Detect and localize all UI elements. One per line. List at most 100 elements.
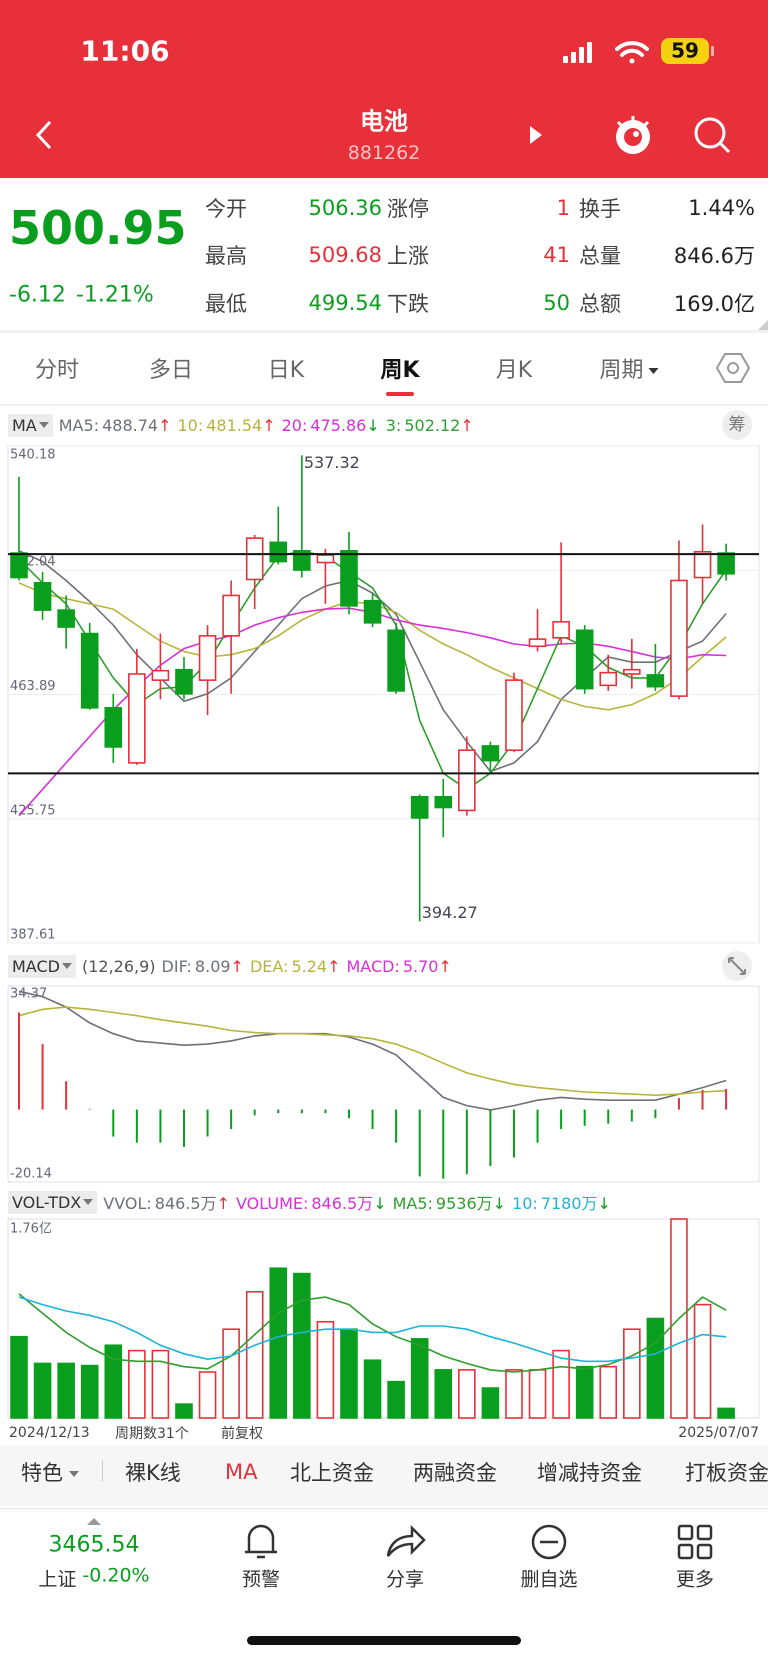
settings-hexagon[interactable]	[715, 353, 751, 383]
indicator-tab[interactable]: 增减持资金	[537, 1461, 642, 1485]
dropdown-arrow	[69, 1471, 79, 1477]
legend: MACD (12,26,9) DIF: 8.09↑ DEA: 5.24↑ MACD: 5.70…	[8, 952, 452, 980]
candle-body	[387, 629, 405, 692]
stat-label: 总量	[579, 244, 621, 268]
indicator-selector[interactable]: VOL-TDX	[8, 1190, 98, 1214]
legend-entry: 10: 7180万↓	[512, 1190, 611, 1214]
y-tick-label: 1.76亿	[10, 1222, 52, 1237]
candle-body	[340, 550, 358, 607]
expand-index[interactable]	[87, 1518, 101, 1525]
legend-name: 3:	[385, 415, 402, 435]
legend-value: 475.86	[310, 415, 367, 435]
indicator-tab[interactable]: 两融资金	[413, 1461, 497, 1485]
action-label[interactable]: 预警	[241, 1568, 281, 1591]
index-name: 上证	[38, 1568, 77, 1591]
macd-bar	[418, 1109, 421, 1177]
indicator-tab[interactable]: 打板资金	[685, 1461, 768, 1485]
volume-bar	[363, 1359, 382, 1419]
candle-body	[623, 668, 641, 675]
back-button[interactable]	[35, 120, 52, 150]
macd-bar	[230, 1109, 233, 1129]
legend-name: MACD:	[346, 956, 400, 976]
indicator-strip	[0, 1446, 768, 1506]
legend-entry: MA5: 488.74↑	[59, 416, 172, 435]
legend-value: 481.54	[206, 415, 263, 435]
legend-trend: ↑	[460, 415, 474, 435]
legend-name: MA5:	[58, 415, 100, 435]
price-change: -6.12 -1.21%	[9, 283, 154, 308]
remove-icon[interactable]	[531, 1524, 567, 1560]
macd-bar	[253, 1109, 256, 1116]
stat-value: 41	[543, 243, 570, 267]
macd-bar	[159, 1109, 162, 1143]
period-tab[interactable]: 分时	[34, 358, 80, 383]
candle-body	[104, 707, 123, 748]
macd-bar	[654, 1109, 657, 1119]
period-tab[interactable]: 日K	[267, 358, 305, 383]
candle-body	[33, 581, 52, 611]
volume-bar	[646, 1317, 665, 1419]
indicator-tab[interactable]: MA	[225, 1460, 258, 1484]
indicator-tab[interactable]: 裸K线	[125, 1461, 181, 1485]
indicator-line	[18, 1296, 727, 1363]
candle-body	[316, 554, 335, 564]
volume-bar	[387, 1380, 405, 1419]
indicator-selector[interactable]: MACD	[8, 954, 76, 978]
macd-bar	[347, 1109, 350, 1119]
action-label[interactable]: 更多	[675, 1568, 715, 1591]
volume-bar	[57, 1362, 75, 1419]
volume-bar	[458, 1369, 476, 1419]
period-tab[interactable]: 月K	[495, 358, 533, 383]
period-tab[interactable]: 周期	[599, 352, 659, 384]
stat-label: 上涨	[387, 244, 429, 268]
macd-bar	[88, 1108, 91, 1110]
candle-body	[245, 537, 264, 581]
legend-entry: 3: 502.12↑	[386, 416, 474, 435]
chip-button[interactable]: 筹	[722, 410, 752, 440]
legend-entry: VVOL: 846.5万↑	[103, 1190, 230, 1214]
macd-bar	[442, 1109, 445, 1179]
candle-body	[293, 550, 311, 571]
macd-bar	[277, 1109, 280, 1114]
legend-entry: VOLUME: 846.5万↓	[236, 1190, 387, 1214]
period-tab[interactable]: 多日	[148, 358, 194, 383]
candle-body	[80, 632, 99, 709]
search-button[interactable]	[694, 117, 731, 154]
stat-value: 509.68	[308, 243, 382, 267]
alert-icon[interactable]	[245, 1524, 277, 1559]
legend-entry: MA5: 9536万↓	[393, 1190, 506, 1214]
more-icon[interactable]	[677, 1524, 713, 1560]
macd-bar	[206, 1109, 209, 1137]
period-tab[interactable]: 周K	[380, 358, 420, 383]
stat-value: 499.54	[308, 291, 382, 315]
volume-bar	[599, 1365, 618, 1419]
end-date: 2025/07/07	[678, 1425, 759, 1441]
candle-body	[175, 668, 193, 695]
indicator-selector[interactable]: MA	[8, 413, 53, 437]
stat-value: 50	[543, 291, 570, 315]
stat-label: 换手	[579, 197, 621, 221]
volume-bar	[481, 1387, 500, 1419]
start-date: 2024/12/13	[9, 1425, 90, 1441]
high-label: 537.32	[304, 453, 360, 472]
expand-button[interactable]	[722, 951, 752, 981]
legend-value: 8.09	[194, 956, 231, 976]
next-button[interactable]	[530, 126, 542, 144]
action-label[interactable]: 删自选	[520, 1568, 578, 1591]
share-icon[interactable]	[386, 1524, 426, 1557]
indicator-tab[interactable]: 北上资金	[290, 1461, 374, 1485]
candle-body	[222, 594, 240, 637]
macd-bar	[465, 1109, 468, 1175]
low-label: 394.27	[422, 903, 478, 922]
volume-bar	[269, 1267, 288, 1419]
indicator-name: MACD	[12, 956, 60, 976]
battery	[661, 38, 709, 64]
action-label[interactable]: 分享	[385, 1568, 425, 1591]
macd-bar	[395, 1109, 398, 1143]
legend-name: VVOL:	[103, 1194, 152, 1213]
macd-bar	[725, 1089, 728, 1110]
y-tick-label: 387.61	[10, 928, 56, 943]
mascot-button[interactable]	[616, 116, 650, 154]
candle-body	[458, 749, 476, 812]
indicator-tab[interactable]: 特色	[21, 1457, 79, 1487]
